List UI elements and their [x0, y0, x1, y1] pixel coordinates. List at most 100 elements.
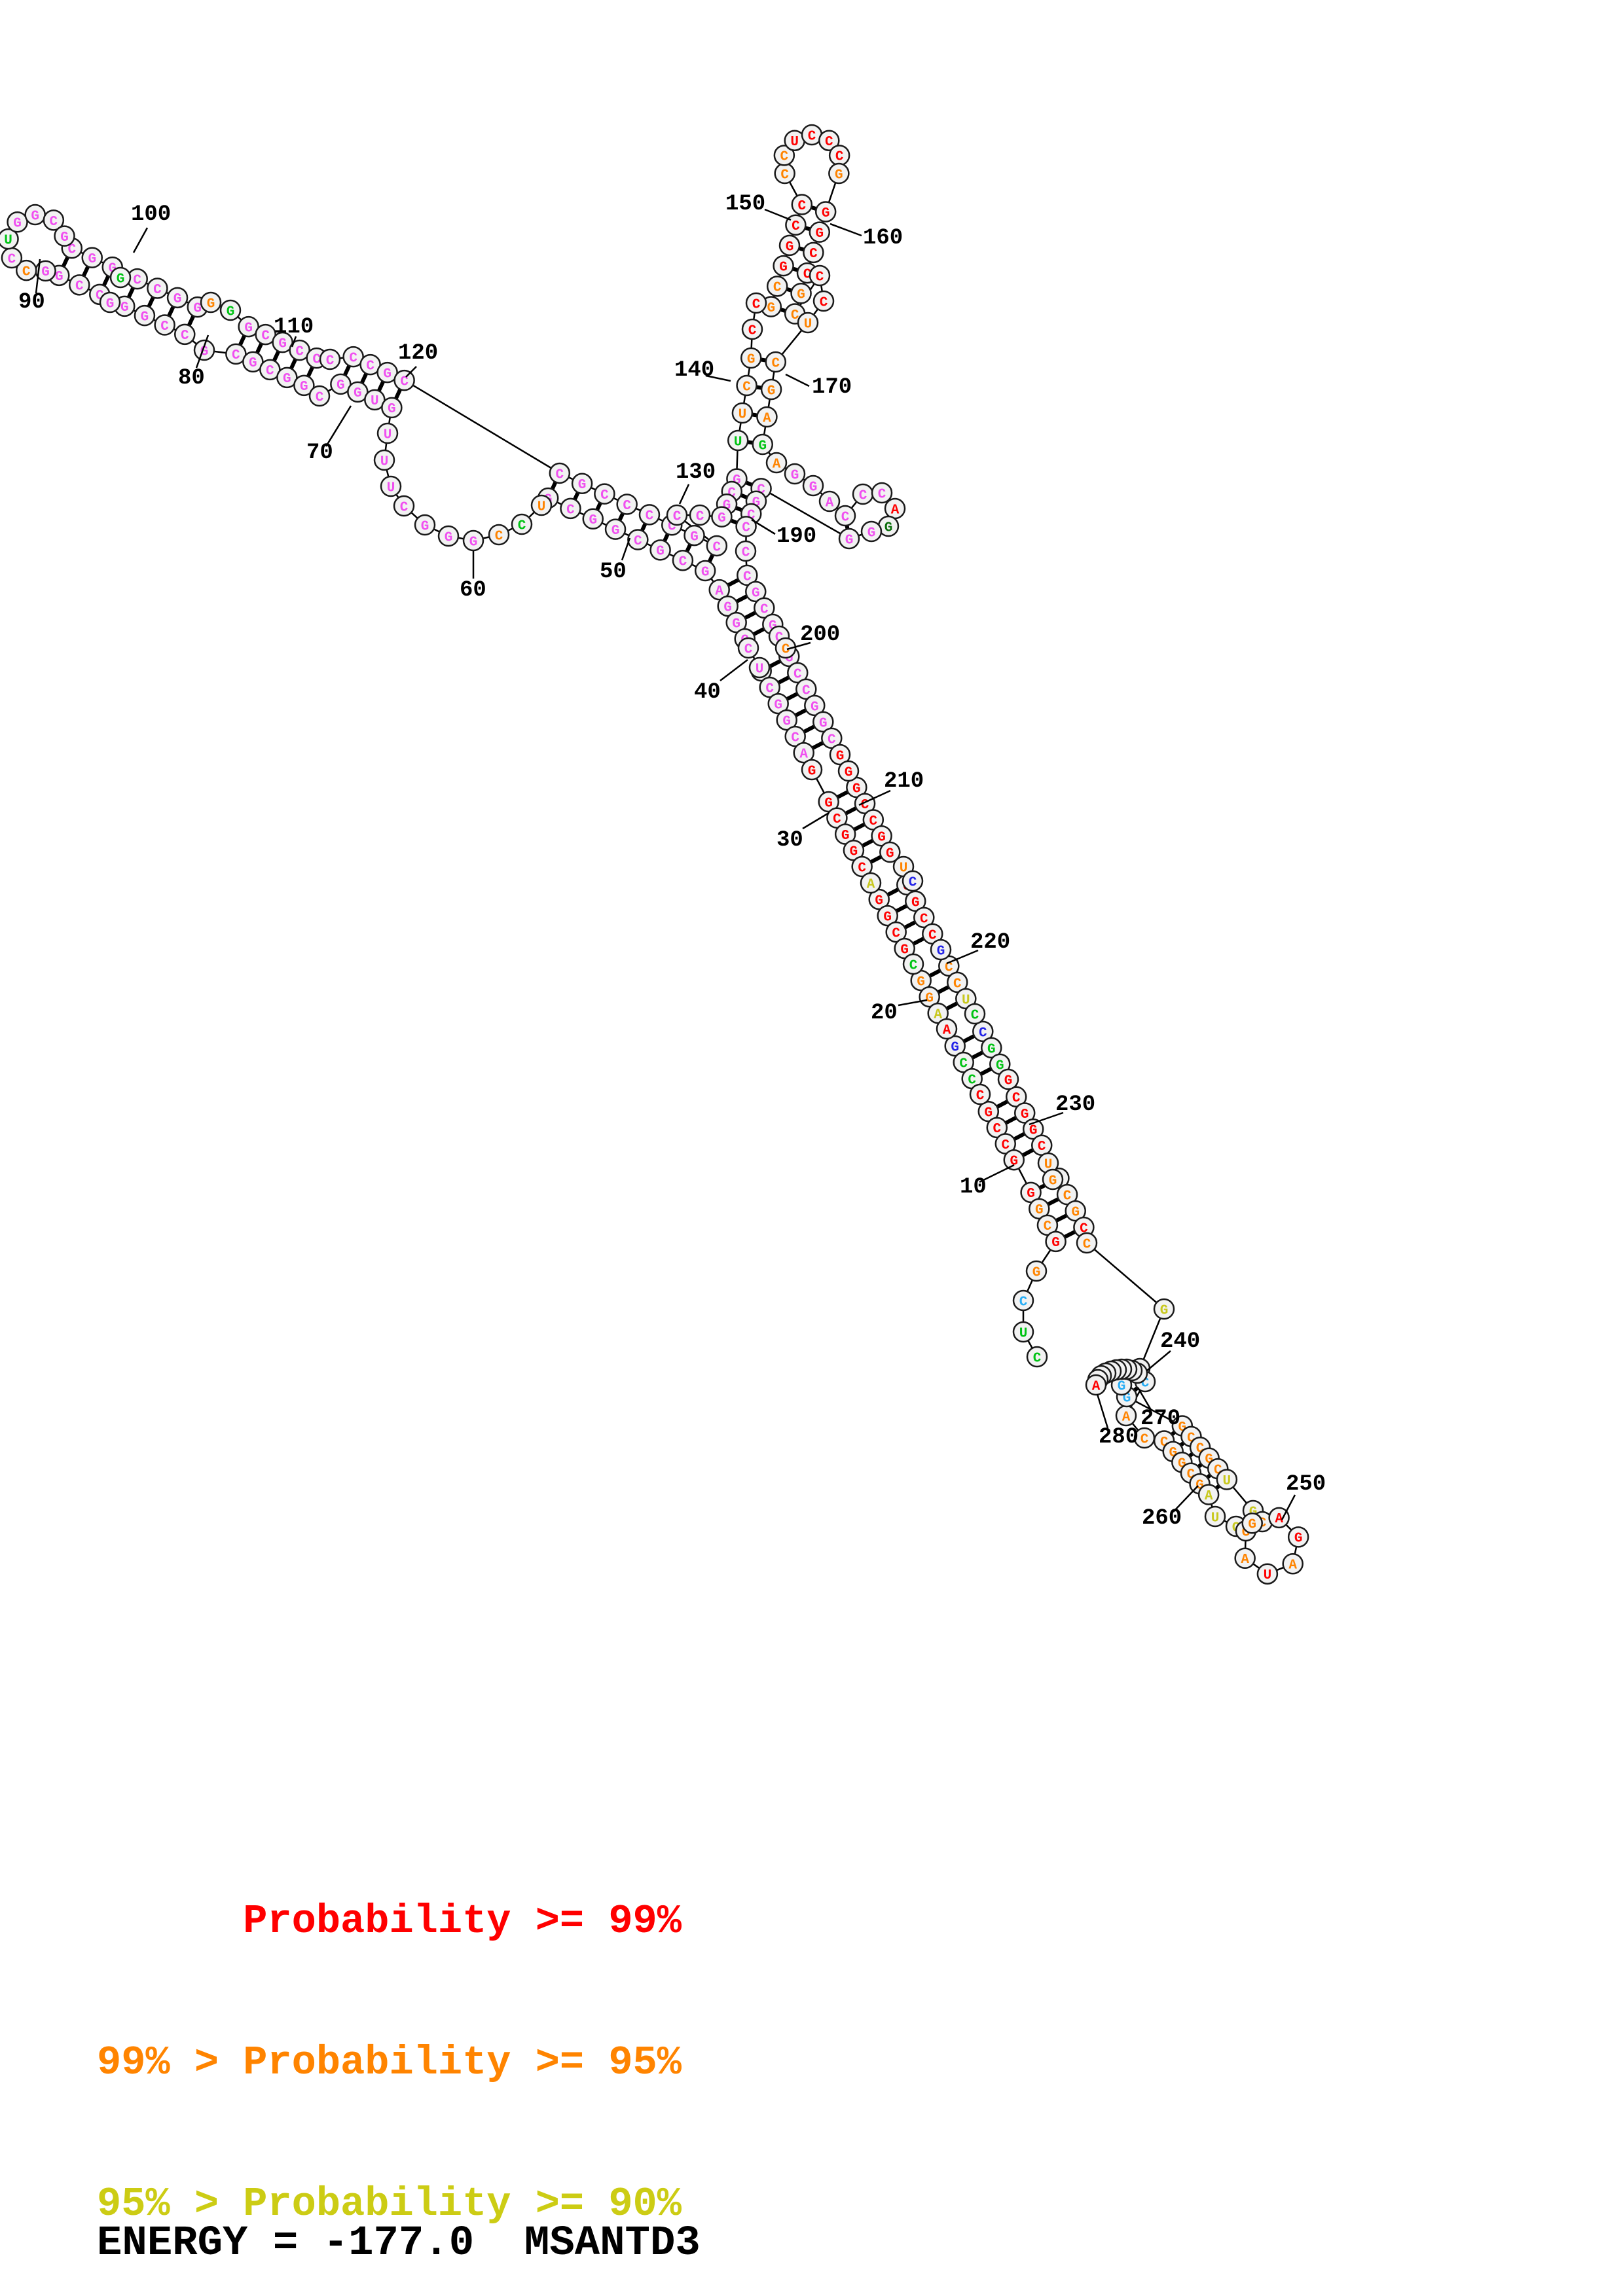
position-label: 140	[674, 358, 714, 383]
residue-letter: G	[337, 378, 345, 393]
residue-letter: C	[1044, 1219, 1052, 1234]
residue-letter: G	[1032, 1265, 1041, 1280]
residue-letter: A	[1275, 1512, 1283, 1527]
residue-letter: C	[920, 912, 928, 927]
label-leader-line	[678, 484, 690, 505]
label-leader-line	[1173, 1485, 1199, 1513]
residue-letter: G	[867, 526, 876, 541]
energy-text: ENERGY = -177.0 MSANTD3	[97, 2220, 701, 2267]
residue-circle	[748, 656, 771, 679]
residue-circle	[582, 508, 604, 530]
residue-letter: C	[232, 348, 240, 363]
residue-letter: G	[421, 519, 429, 534]
residue-circle	[43, 209, 65, 231]
label-leader-line	[621, 537, 631, 561]
residue-letter: C	[22, 264, 31, 279]
residue-letter: G	[845, 765, 853, 780]
residue-circle	[838, 528, 860, 550]
residue-letter: A	[867, 877, 875, 892]
residue-letter: G	[850, 845, 858, 860]
residue-circle	[166, 287, 189, 309]
residue-circle	[829, 744, 851, 766]
residue-circle	[15, 259, 37, 281]
residue-letter: G	[747, 352, 756, 367]
residue-circle	[7, 211, 28, 233]
residue-letter: C	[744, 642, 753, 657]
residue-circle	[1085, 1374, 1107, 1396]
residue-letter: A	[1288, 1558, 1297, 1573]
residue-circle	[803, 242, 824, 264]
residue-letter: G	[852, 781, 861, 797]
residue-circle	[1026, 1346, 1048, 1368]
residue-letter: A	[1241, 1552, 1249, 1568]
residue-letter: C	[909, 958, 918, 973]
residue-circle	[902, 953, 924, 975]
residue-letter: G	[611, 524, 620, 539]
residue-letter: G	[1027, 1187, 1035, 1202]
residue-letter: C	[808, 129, 816, 144]
residue-letter: G	[1118, 1379, 1126, 1394]
residue-circle	[787, 662, 809, 684]
residue-letter: C	[841, 510, 850, 525]
residue-circle	[616, 493, 638, 515]
residue-letter: C	[623, 499, 631, 514]
residue-circle	[154, 314, 175, 336]
residue-letter: G	[911, 895, 920, 910]
residue-letter: C	[1140, 1432, 1149, 1447]
residue-letter: C	[892, 926, 900, 941]
residue-circle	[1256, 1563, 1279, 1585]
residue-letter: A	[826, 495, 834, 511]
residue-circle	[752, 433, 774, 456]
residue-letter: C	[859, 488, 867, 503]
position-label: 270	[1140, 1407, 1180, 1431]
residue-letter: C	[835, 150, 844, 165]
residue-circle	[818, 130, 840, 151]
residue-letter: C	[713, 540, 721, 555]
residue-letter: U	[1044, 1157, 1053, 1172]
label-leader-line	[898, 999, 928, 1007]
residue-letter: G	[767, 301, 776, 316]
residue-circle	[947, 971, 968, 994]
residue-circle	[784, 463, 806, 485]
residue-circle	[560, 497, 581, 520]
residue-circle	[1197, 1484, 1220, 1505]
residue-letter: C	[869, 814, 878, 829]
residue-letter: G	[937, 944, 945, 959]
residue-letter: C	[791, 730, 799, 745]
residue-circle	[376, 361, 398, 384]
residue-circle	[784, 725, 806, 747]
residue-letter: G	[723, 600, 732, 615]
backbone-line	[761, 487, 850, 540]
residue-circle	[69, 274, 90, 296]
residue-letter: C	[742, 521, 750, 536]
residue-circle	[877, 905, 898, 927]
residue-circle	[684, 524, 705, 547]
residue-letter: G	[60, 230, 69, 245]
residue-letter: G	[589, 513, 597, 528]
residue-circle	[225, 343, 247, 365]
residue-letter: C	[400, 500, 409, 515]
residue-letter: G	[877, 831, 886, 846]
residue-letter: G	[824, 796, 833, 811]
residue-circle	[760, 378, 782, 401]
residue-circle	[711, 506, 733, 528]
residue-circle	[359, 353, 381, 376]
residue-letter: U	[804, 317, 812, 332]
residue-letter: C	[400, 374, 409, 389]
residue-circle	[289, 339, 310, 361]
residue-letter: U	[1223, 1474, 1231, 1489]
residue-circle	[969, 1083, 991, 1105]
residue-letter: C	[803, 267, 812, 282]
residue-letter: A	[891, 503, 900, 518]
residue-letter: G	[883, 910, 892, 925]
residue-letter: C	[266, 364, 274, 379]
residue-circle	[200, 291, 222, 314]
label-leader-line	[785, 373, 810, 387]
residue-letter: G	[797, 288, 805, 303]
residue-letter: G	[207, 296, 215, 312]
residue-circle	[818, 490, 841, 512]
label-leader-line	[786, 641, 811, 651]
residue-circle	[342, 346, 364, 368]
residue-circle	[81, 247, 103, 268]
residue-letter: C	[959, 1056, 968, 1071]
